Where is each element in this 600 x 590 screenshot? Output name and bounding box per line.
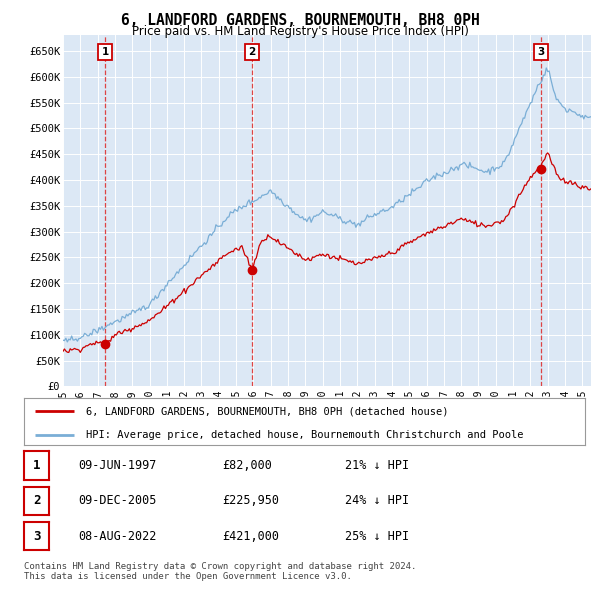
Text: 6, LANDFORD GARDENS, BOURNEMOUTH, BH8 0PH (detached house): 6, LANDFORD GARDENS, BOURNEMOUTH, BH8 0P… (86, 407, 448, 417)
Text: 25% ↓ HPI: 25% ↓ HPI (345, 530, 409, 543)
Text: 08-AUG-2022: 08-AUG-2022 (78, 530, 157, 543)
Text: Contains HM Land Registry data © Crown copyright and database right 2024.
This d: Contains HM Land Registry data © Crown c… (24, 562, 416, 581)
Text: 2: 2 (248, 47, 256, 57)
Text: 21% ↓ HPI: 21% ↓ HPI (345, 459, 409, 472)
Text: 3: 3 (537, 47, 544, 57)
Text: £225,950: £225,950 (222, 494, 279, 507)
Text: 09-DEC-2005: 09-DEC-2005 (78, 494, 157, 507)
Text: 09-JUN-1997: 09-JUN-1997 (78, 459, 157, 472)
Text: £421,000: £421,000 (222, 530, 279, 543)
Text: 24% ↓ HPI: 24% ↓ HPI (345, 494, 409, 507)
Text: £82,000: £82,000 (222, 459, 272, 472)
Text: Price paid vs. HM Land Registry's House Price Index (HPI): Price paid vs. HM Land Registry's House … (131, 25, 469, 38)
Text: HPI: Average price, detached house, Bournemouth Christchurch and Poole: HPI: Average price, detached house, Bour… (86, 430, 523, 440)
Text: 3: 3 (33, 530, 40, 543)
Text: 1: 1 (33, 459, 40, 472)
Text: 6, LANDFORD GARDENS, BOURNEMOUTH, BH8 0PH: 6, LANDFORD GARDENS, BOURNEMOUTH, BH8 0P… (121, 13, 479, 28)
Text: 2: 2 (33, 494, 40, 507)
Text: 1: 1 (101, 47, 109, 57)
